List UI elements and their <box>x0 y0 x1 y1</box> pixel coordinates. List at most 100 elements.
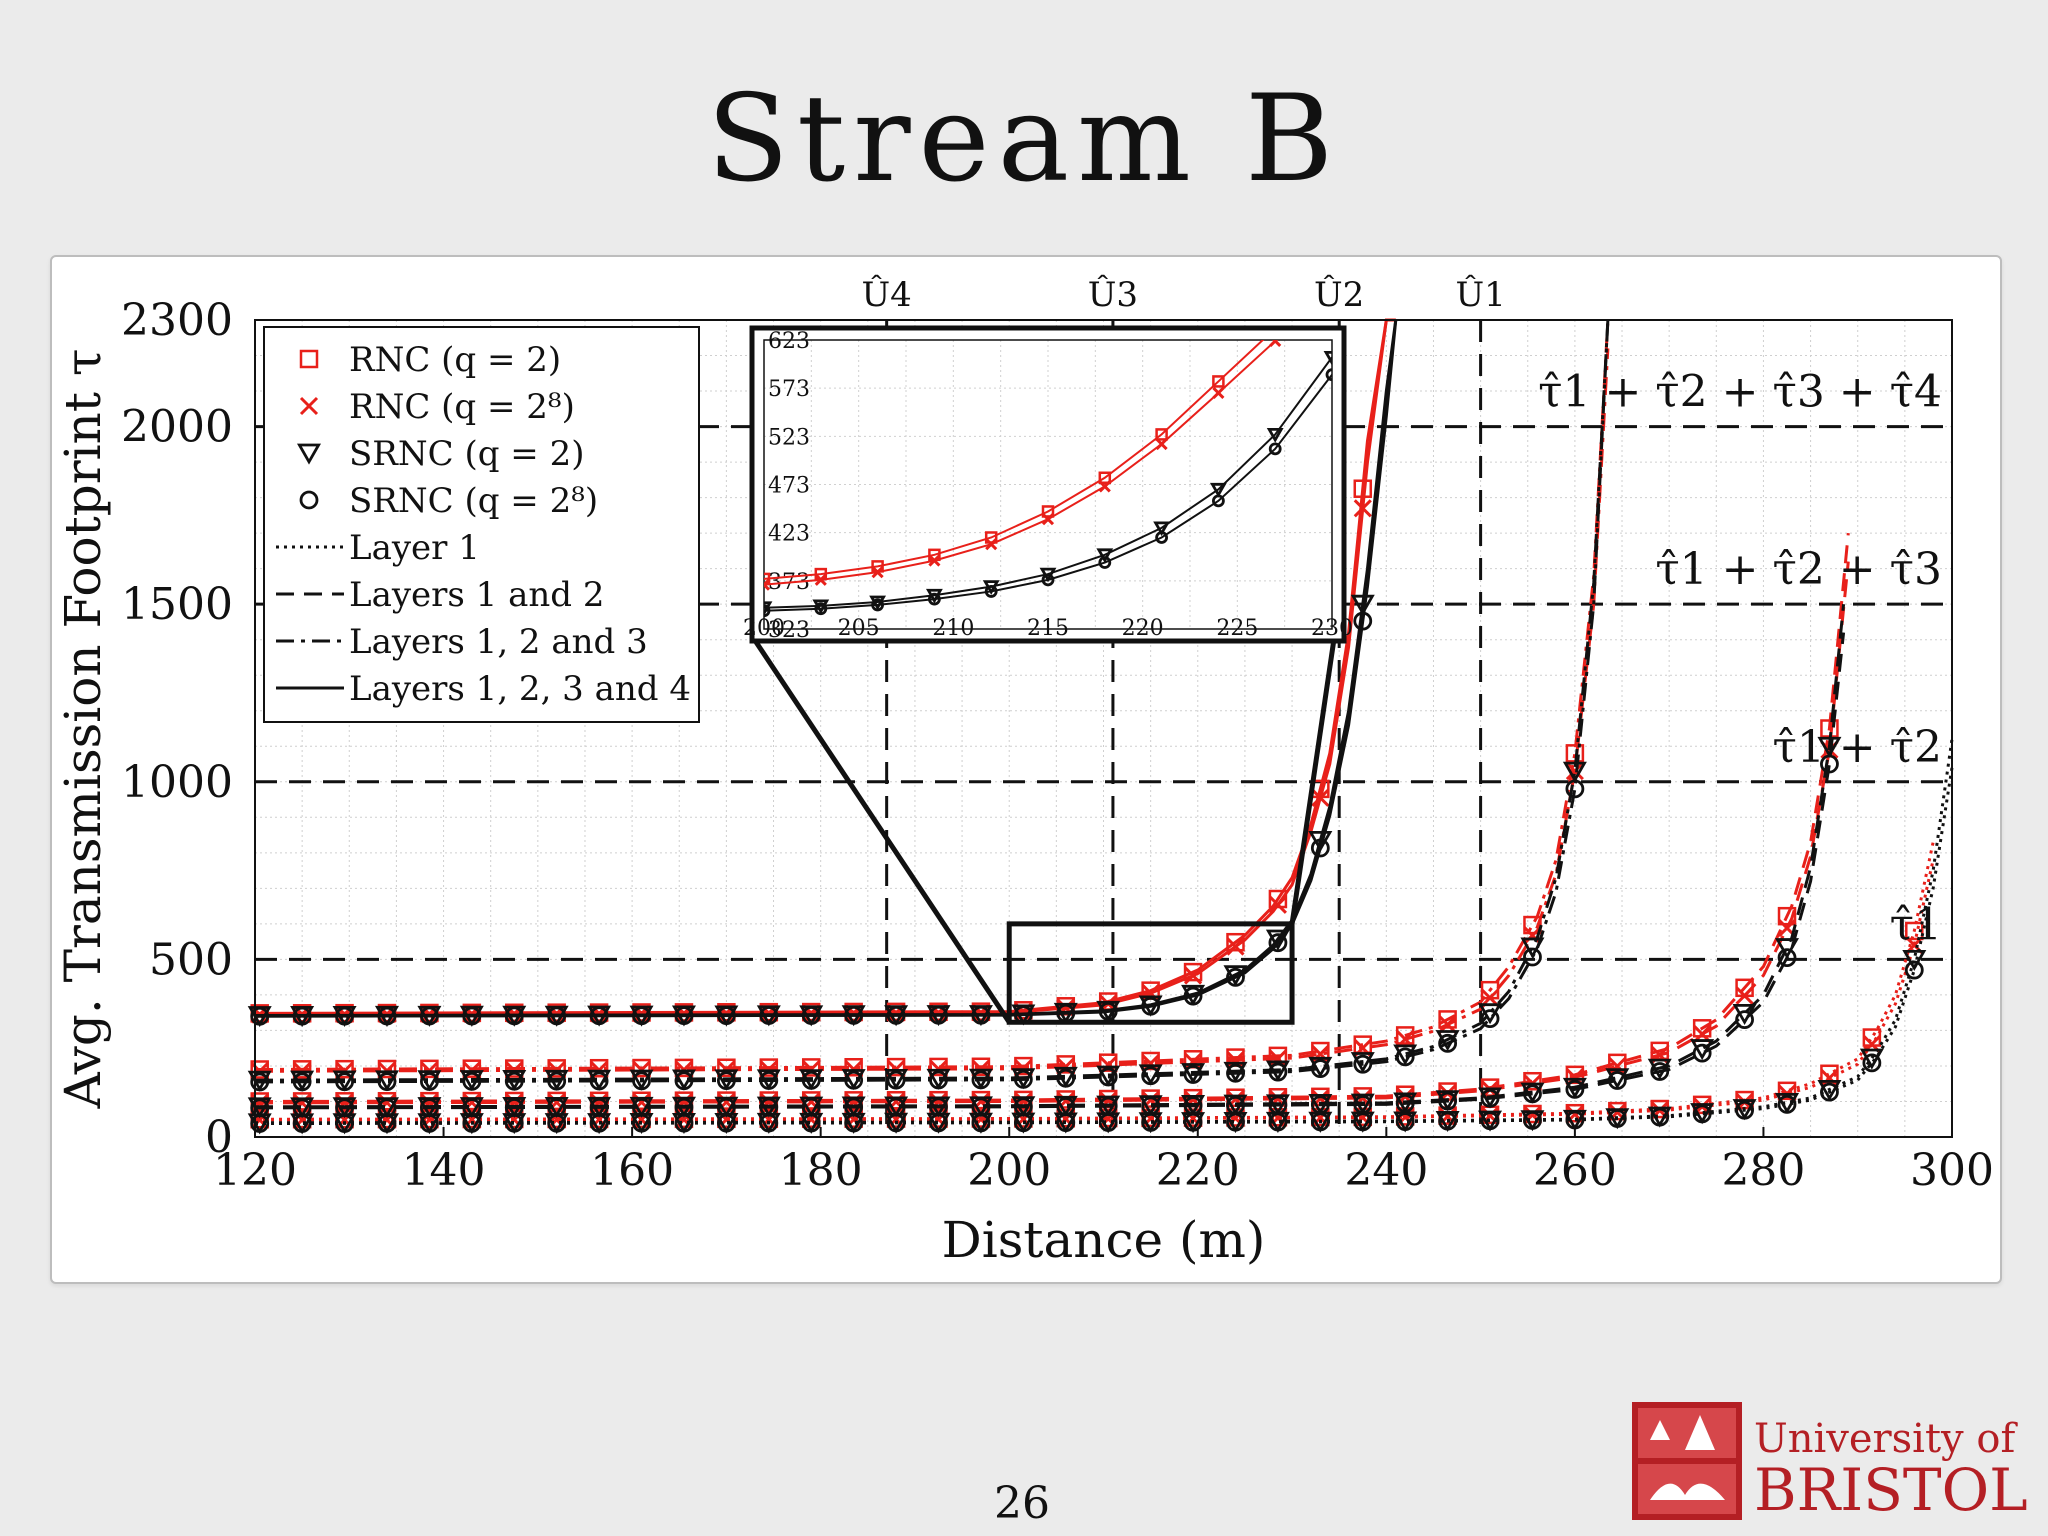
inset-data-point <box>764 578 771 591</box>
inset-data-point <box>871 598 884 612</box>
inset-data-point <box>1268 442 1282 456</box>
data-point-marker <box>1183 986 1203 1006</box>
data-point-marker <box>674 1058 694 1078</box>
legend-marker <box>299 396 319 416</box>
data-point-marker <box>844 1005 864 1025</box>
data-point-marker <box>1226 1095 1245 1115</box>
data-point-marker <box>1056 1055 1076 1074</box>
data-point-marker <box>1226 967 1245 987</box>
data-point-marker <box>1692 1104 1712 1124</box>
x-axis-label: Distance (m) <box>942 1211 1266 1269</box>
data-point-marker <box>335 1059 354 1079</box>
data-point-marker <box>1226 1063 1245 1083</box>
data-point-marker <box>1438 1091 1458 1111</box>
inset-series-line <box>764 374 1332 612</box>
inset-data-point <box>1155 428 1168 441</box>
data-point-marker <box>1735 1100 1754 1120</box>
vertical-ref-label: Û3 <box>1088 274 1138 315</box>
data-point-marker <box>1096 1065 1121 1087</box>
data-point-marker <box>1565 762 1584 781</box>
horizontal-ref-label: τ̂1 + τ̂2 <box>1772 722 1942 773</box>
x-tick-label: 160 <box>590 1145 674 1196</box>
zoom-connector-right <box>1289 638 1337 925</box>
vertical-ref-label: Û4 <box>862 274 912 315</box>
x-tick-label: 240 <box>1344 1145 1428 1196</box>
data-point-marker <box>801 1070 821 1090</box>
data-point-marker <box>1859 1048 1884 1070</box>
chart-card: 120 140 160 180 200 220 240 260 280 300 0 500 1000 15… <box>50 255 2002 1284</box>
inset-data-point <box>871 566 884 579</box>
data-point-marker <box>844 1070 864 1090</box>
inset-data-point <box>1212 375 1225 388</box>
data-point-marker <box>1523 926 1542 945</box>
data-point-marker <box>420 1098 439 1118</box>
series-line <box>254 348 1610 1073</box>
data-point-marker <box>420 1072 439 1091</box>
data-point-marker <box>1265 929 1290 951</box>
data-point-marker <box>801 1006 821 1025</box>
data-point-marker <box>1141 984 1160 1003</box>
data-point-marker <box>1690 1039 1715 1061</box>
data-point-marker <box>717 1058 736 1077</box>
data-point-marker <box>1777 1081 1797 1101</box>
legend-label: SRNC (q = 2⁸) <box>349 481 598 521</box>
data-point-marker <box>1904 960 1924 980</box>
data-point-marker <box>547 1071 567 1091</box>
logo-line2: BRISTOL <box>1754 1456 2028 1524</box>
data-point-marker <box>1395 1112 1415 1131</box>
inset-y-tick-label: 323 <box>768 618 810 643</box>
x-tick-label: 120 <box>213 1145 297 1196</box>
data-point-marker <box>377 1072 397 1091</box>
y-tick-label: 2000 <box>121 402 233 453</box>
data-point-marker <box>1353 611 1373 631</box>
data-point-marker <box>1098 1067 1118 1087</box>
data-point-marker <box>1562 761 1587 783</box>
inset-y-tick-label: 573 <box>768 377 810 402</box>
legend-entry: Layers 1 and 2 <box>276 575 605 615</box>
data-point-marker <box>1226 937 1245 956</box>
data-point-marker <box>632 1058 651 1078</box>
inset-data-point <box>764 572 771 586</box>
page-number: 26 <box>994 1478 1050 1529</box>
legend-entry: Layer 1 <box>276 528 480 568</box>
data-point-marker <box>1607 1109 1627 1128</box>
x-tick-label: 140 <box>402 1145 486 1196</box>
data-point-marker <box>504 1006 524 1026</box>
inset-data-point <box>1041 513 1055 526</box>
data-point-marker <box>929 1005 948 1025</box>
data-point-marker <box>1647 1058 1672 1080</box>
data-point-marker <box>884 1068 909 1090</box>
data-point-marker <box>1013 1097 1033 1117</box>
x-tick-label: 260 <box>1533 1145 1617 1196</box>
inset-data-point <box>1155 531 1168 544</box>
data-point-marker <box>1183 966 1203 985</box>
y-tick-label: 1000 <box>121 757 233 808</box>
inset-data-point <box>984 585 998 598</box>
data-point-marker <box>716 1071 736 1091</box>
data-point-marker <box>1350 594 1375 616</box>
reference-labels: Û4 Û3 Û2 Û1 τ̂1 τ̂1 + τ̂2 τ̂1 + τ̂2 + τ̂3 τ̂1 +… <box>862 274 1942 950</box>
inset-data-point <box>1098 471 1112 485</box>
data-point-marker <box>1350 1052 1375 1074</box>
layer-group <box>247 532 1850 1119</box>
data-point-marker <box>250 1060 269 1079</box>
data-point-marker <box>1565 1080 1585 1099</box>
data-point-marker <box>759 1071 779 1090</box>
data-point-marker <box>589 1097 609 1117</box>
data-point-marker <box>629 1069 654 1091</box>
data-point-marker <box>759 1058 779 1077</box>
chart: 120 140 160 180 200 220 240 260 280 300 0 500 1000 15… <box>54 274 1994 1269</box>
y-tick-label: 500 <box>149 934 233 985</box>
inset-data-point <box>1325 368 1332 382</box>
university-logo: University of BRISTOL <box>1630 1400 2030 1530</box>
legend-entry: Layers 1, 2 and 3 <box>276 622 648 662</box>
series-line <box>254 841 1935 1121</box>
legend-box <box>263 326 700 723</box>
inset-data-point <box>814 602 828 616</box>
data-point-marker <box>1265 1060 1290 1082</box>
data-point-marker <box>1438 1033 1458 1053</box>
data-point-marker <box>504 1071 524 1091</box>
data-point-marker <box>250 1006 270 1026</box>
data-point-marker <box>1438 1015 1457 1034</box>
data-point-marker <box>1053 1066 1078 1088</box>
